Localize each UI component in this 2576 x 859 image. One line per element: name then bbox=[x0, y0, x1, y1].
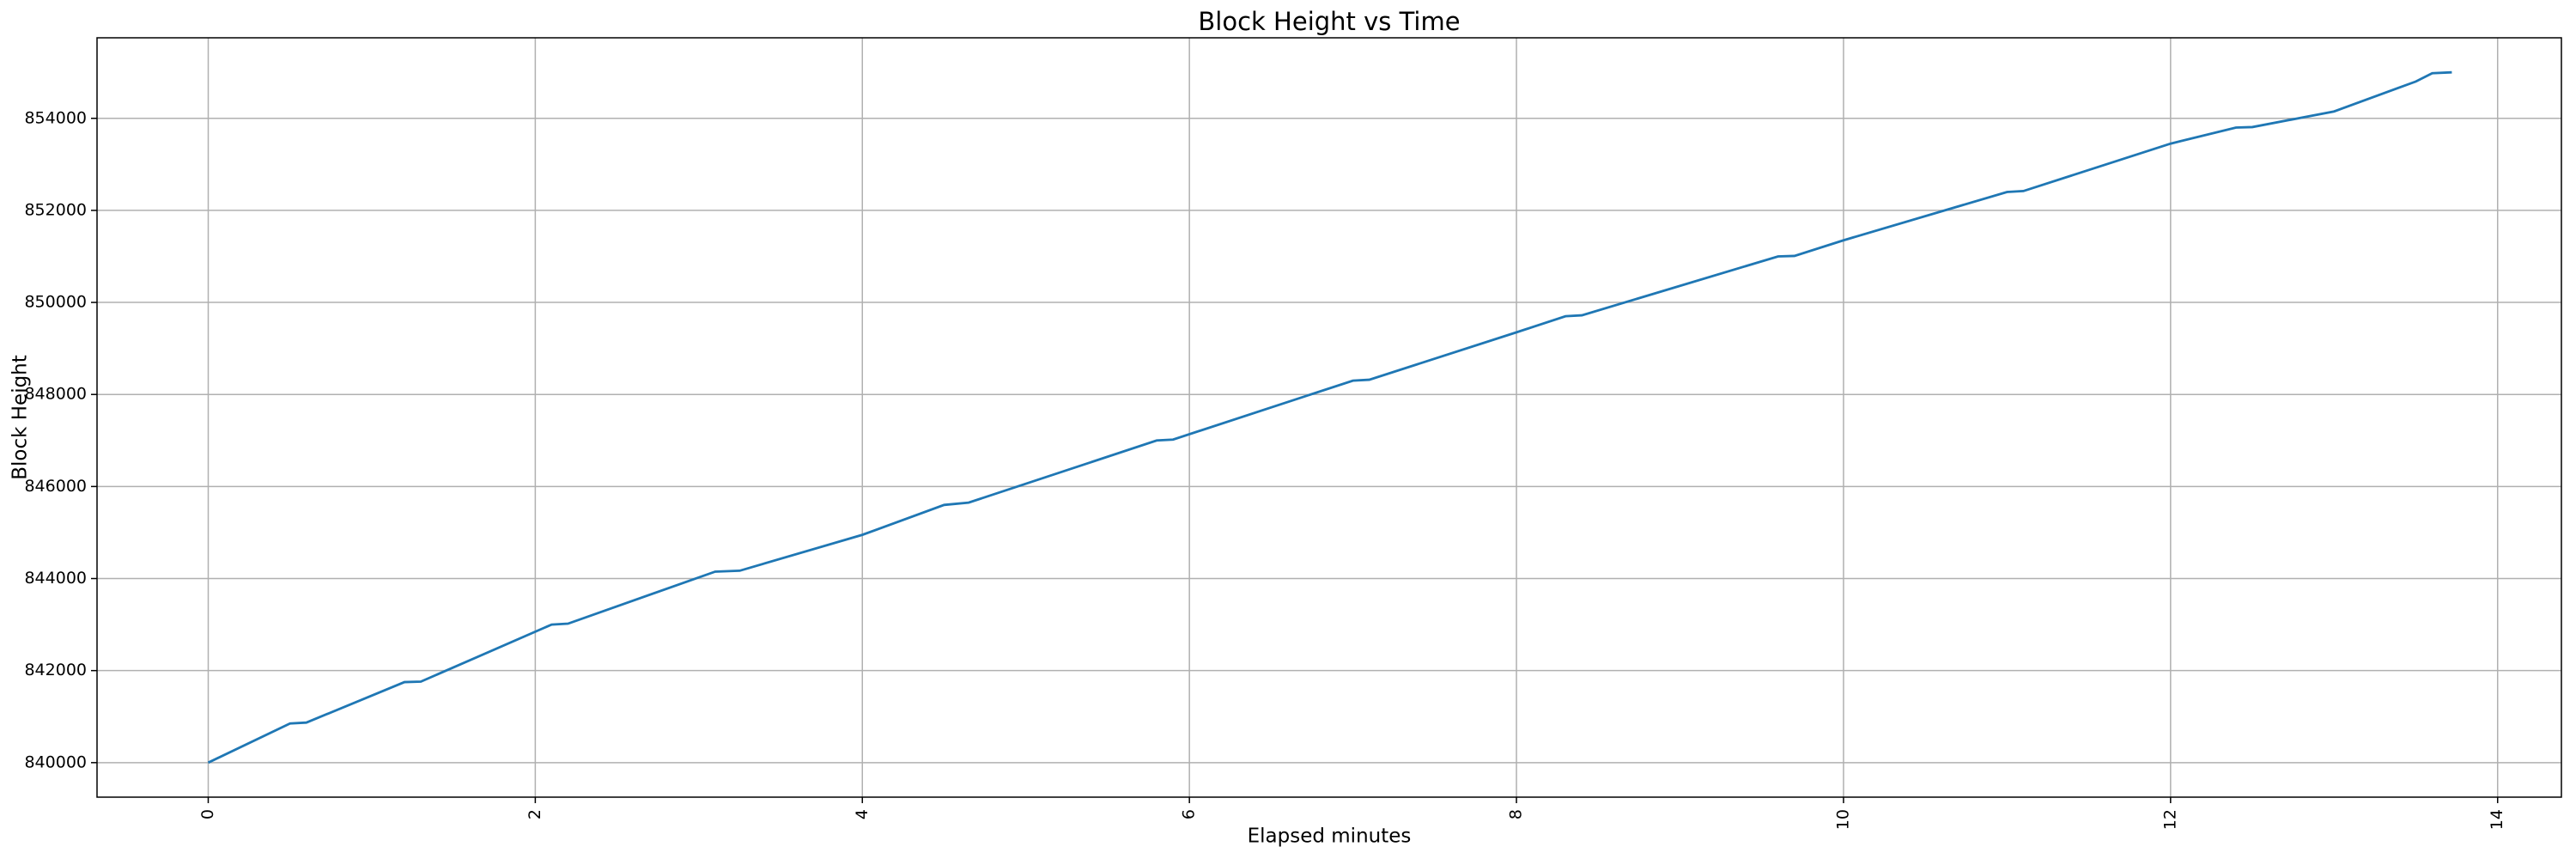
y-tick-label: 850000 bbox=[24, 293, 87, 312]
y-axis-label: Block Height bbox=[9, 355, 32, 480]
y-tick-label: 844000 bbox=[24, 569, 87, 588]
data-line bbox=[207, 70, 2452, 765]
plot-frame bbox=[96, 37, 2562, 798]
x-tick-label: 0 bbox=[198, 809, 217, 819]
x-tick-label: 6 bbox=[1180, 809, 1199, 819]
y-tick-label: 842000 bbox=[24, 661, 87, 679]
x-tick-label: 12 bbox=[2160, 809, 2179, 830]
x-tick-label: 4 bbox=[853, 809, 872, 819]
x-tick-label: 14 bbox=[2488, 809, 2506, 830]
x-tick-label: 2 bbox=[526, 809, 544, 819]
y-tick-label: 840000 bbox=[24, 752, 87, 771]
x-tick-label: 8 bbox=[1507, 809, 1526, 819]
x-tick-label: 10 bbox=[1833, 809, 1852, 830]
y-tick-label: 846000 bbox=[24, 477, 87, 496]
y-tick-label: 852000 bbox=[24, 200, 87, 219]
y-tick-label: 848000 bbox=[24, 385, 87, 404]
y-tick-label: 854000 bbox=[24, 108, 87, 127]
x-axis-label: Elapsed minutes bbox=[1248, 825, 1412, 848]
chart-title: Block Height vs Time bbox=[1198, 7, 1460, 36]
